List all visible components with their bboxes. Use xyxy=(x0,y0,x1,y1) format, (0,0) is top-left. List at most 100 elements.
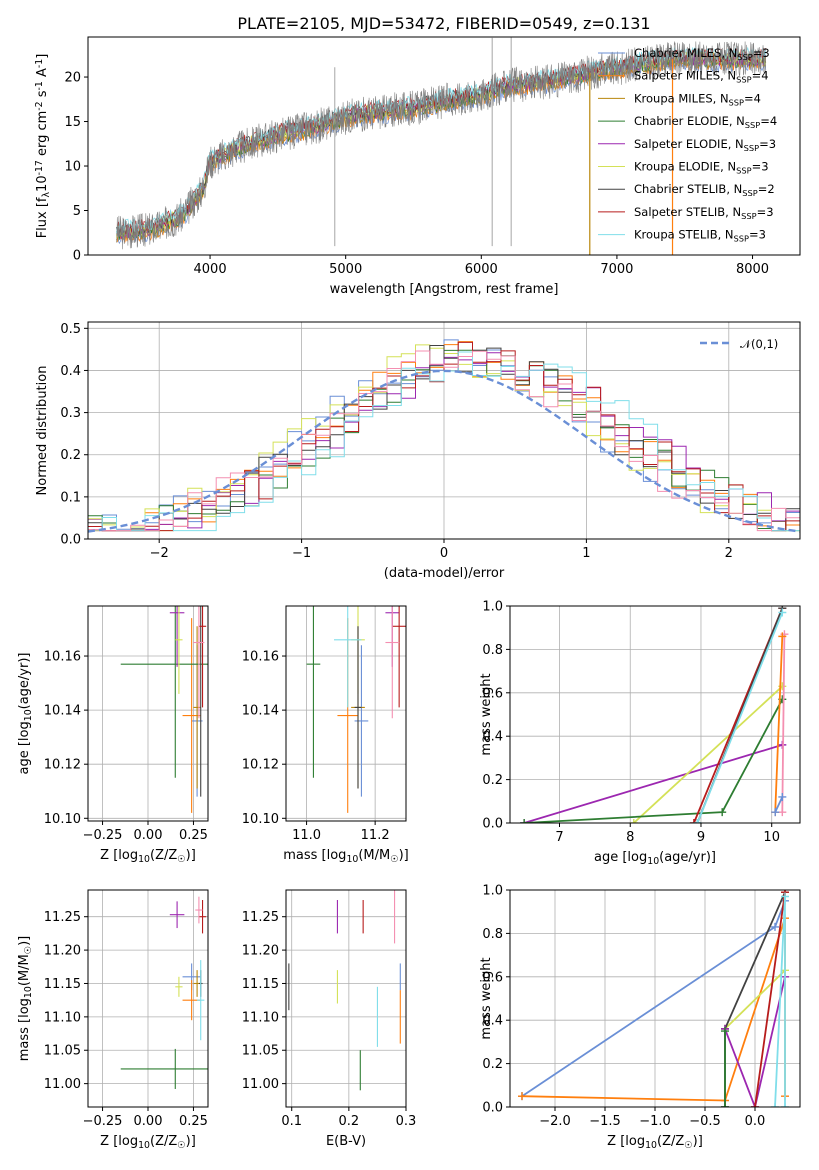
y-tick-label: 10.12 xyxy=(44,758,81,773)
mass-weight-marker xyxy=(778,632,787,641)
y-tick-label: 0.0 xyxy=(482,817,503,832)
x-tick-label: 6000 xyxy=(465,262,498,277)
y-tick-label: 0.2 xyxy=(482,773,503,788)
legend-label: Salpeter MILES, NSSP=4 xyxy=(634,69,769,85)
y-tick-label: 10.10 xyxy=(44,812,81,827)
x-tick-label: 4000 xyxy=(194,262,227,277)
y-tick-label: 10.14 xyxy=(44,704,81,719)
x-tick-label: 8000 xyxy=(736,262,769,277)
x-tick-label: 0.00 xyxy=(134,1114,163,1129)
x-tick-label: −1.5 xyxy=(589,1114,621,1129)
plot-area xyxy=(306,606,406,813)
legend-label: Kroupa STELIB, NSSP=3 xyxy=(634,228,766,244)
x-axis-label: (data-model)/error xyxy=(384,566,505,581)
x-tick-label: 2 xyxy=(725,546,733,561)
axes-frame xyxy=(87,36,801,256)
y-tick-label: 0.6 xyxy=(482,970,503,985)
histogram-step xyxy=(88,350,800,532)
y-tick-label: 10.10 xyxy=(242,812,279,827)
x-tick-label: 7000 xyxy=(600,262,633,277)
y-tick-label: 10 xyxy=(64,160,81,175)
mass-weight-marker xyxy=(778,608,787,617)
x-tick-label: 8 xyxy=(626,830,634,845)
histogram-step xyxy=(88,352,800,532)
mass-weight-marker xyxy=(721,1103,729,1107)
observed-spectrum-line xyxy=(116,41,767,250)
y-tick-label: 0.2 xyxy=(60,448,81,463)
y-tick-label: 11.05 xyxy=(44,1044,81,1059)
mass-weight-marker xyxy=(693,819,702,823)
x-tick-label: −1 xyxy=(292,546,311,561)
histogram-axes: −2 −1 0 1 2 0.0 0.1 0.2 0.3 0.4 0.5 (data-model)/er… xyxy=(35,321,801,581)
x-axis-label: Z [log10(Z/Z☉)] xyxy=(100,1134,196,1151)
x-tick-label: −2.0 xyxy=(539,1114,571,1129)
x-axis-label: mass [log10(M/M☉)] xyxy=(283,848,409,865)
histogram-step xyxy=(88,341,800,532)
x-tick-label: 9 xyxy=(697,830,705,845)
mass-weight-marker xyxy=(751,1103,759,1107)
mass-weight-line xyxy=(774,796,784,813)
x-axis-label: wavelength [Angstrom, rest frame] xyxy=(330,282,559,297)
x-tick-label: −0.5 xyxy=(689,1114,721,1129)
y-tick-label: 0.5 xyxy=(60,322,81,337)
y-tick-label: 11.00 xyxy=(242,1077,279,1092)
y-tick-label: 1.0 xyxy=(482,884,503,899)
histogram-step xyxy=(88,351,800,532)
x-tick-label: 0 xyxy=(440,546,448,561)
legend-label: Kroupa ELODIE, NSSP=3 xyxy=(634,160,769,176)
y-tick-label: 0.2 xyxy=(482,1057,503,1072)
x-tick-label: 0.1 xyxy=(281,1114,302,1129)
age-vs-metallicity-axes: −0.25 0.00 0.25 10.10 10.12 10.14 10.16 Z [log1… xyxy=(17,605,209,865)
mass-weight-marker xyxy=(689,819,698,823)
y-tick-label: 10.16 xyxy=(242,650,279,665)
y-tick-label: 0.4 xyxy=(482,1014,503,1029)
y-axis-label: Flux [fλ10-17 erg cm-2 s-1 A-1] xyxy=(34,54,52,239)
mass-vs-extinction-axes: 0.1 0.2 0.3 11.00 11.05 11.10 11.15 11.20 11.25 E… xyxy=(242,889,417,1149)
mass-weight-marker xyxy=(771,922,779,931)
x-tick-label: 0.2 xyxy=(339,1114,360,1129)
x-tick-label: 0.25 xyxy=(179,828,208,843)
legend-label: Chabrier ELODIE, NSSP=4 xyxy=(634,114,777,130)
mass-weight-line xyxy=(633,685,783,823)
y-tick-label: 11.05 xyxy=(242,1044,279,1059)
plot-area xyxy=(88,339,800,533)
mass-weight-line xyxy=(774,636,784,813)
axes-frame xyxy=(509,605,801,824)
plot-area xyxy=(520,606,789,823)
y-tick-label: 11.10 xyxy=(242,1010,279,1025)
x-tick-label: 5000 xyxy=(329,262,362,277)
y-tick-label: 11.15 xyxy=(242,977,279,992)
spectrum-axes: 4000 5000 6000 7000 8000 0 5 10 15 20 wavelength [… xyxy=(34,36,801,297)
y-tick-label: 0.4 xyxy=(482,730,503,745)
y-tick-label: 20 xyxy=(64,71,81,86)
mass-weight-marker xyxy=(520,819,529,823)
x-axis-label: E(B-V) xyxy=(326,1134,366,1149)
mass-weight-marker xyxy=(518,1092,526,1101)
axes-frame xyxy=(285,605,407,822)
axes-frame xyxy=(285,889,407,1108)
y-axis-label: age [log10(age/yr)] xyxy=(17,653,34,775)
y-tick-label: 11.20 xyxy=(44,944,81,959)
x-tick-label: 11.0 xyxy=(292,828,321,843)
mass-weight-line xyxy=(724,969,786,1030)
x-tick-label: 11.2 xyxy=(361,828,390,843)
plot-area xyxy=(120,896,208,1089)
mass-weight-marker xyxy=(771,1103,779,1107)
legend-label: Salpeter STELIB, NSSP=3 xyxy=(634,205,774,221)
x-axis-label: Z [log10(Z/Z☉)] xyxy=(100,848,196,865)
y-axis-label: Normed distribution xyxy=(35,366,50,496)
y-tick-label: 11.15 xyxy=(44,977,81,992)
x-tick-label: 0.00 xyxy=(134,828,163,843)
y-tick-label: 0.3 xyxy=(60,406,81,421)
mass-weight-vs-metallicity-axes: −2.0 −1.5 −1.0 −0.5 0.0 0.0 0.2 0.4 0.6 0.8 1.0 Z [… xyxy=(479,884,801,1151)
plot-area xyxy=(120,606,208,813)
x-tick-label: 0.3 xyxy=(396,1114,417,1129)
mass-weight-vs-age-axes: 7 8 9 10 0.0 0.2 0.4 0.6 0.8 1.0 age [log10(age/yr… xyxy=(479,600,801,867)
chart-title: PLATE=2105, MJD=53472, FIBERID=0549, z=0… xyxy=(237,14,650,33)
y-tick-label: 11.25 xyxy=(44,910,81,925)
mass-vs-metallicity-axes: −0.25 0.00 0.25 11.00 11.05 11.10 11.15 11.20 11… xyxy=(17,889,209,1151)
x-tick-label: 10 xyxy=(763,830,780,845)
legend-label: 𝒩(0,1) xyxy=(740,337,778,351)
x-tick-label: 7 xyxy=(555,830,563,845)
mass-weight-line xyxy=(781,634,786,813)
